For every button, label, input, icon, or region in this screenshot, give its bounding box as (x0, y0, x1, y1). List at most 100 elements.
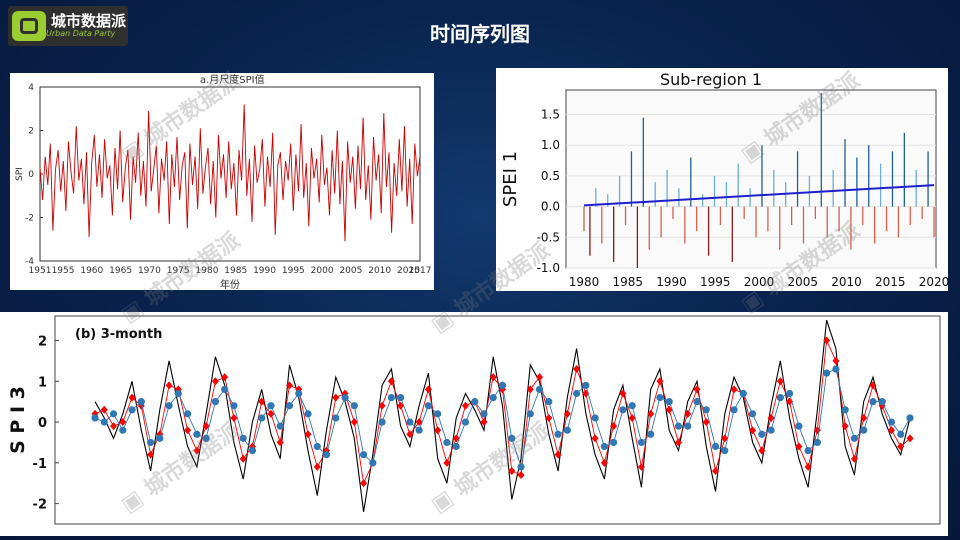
blue-circle-point (109, 410, 118, 418)
blue-circle-point (665, 398, 673, 406)
y-axis-label: S P I 3 (7, 386, 29, 454)
blue-circle-point (119, 426, 127, 434)
blue-circle-point (471, 398, 479, 406)
blue-circle-point (832, 365, 840, 373)
red-diamond-point (184, 426, 192, 435)
blue-circle-point (767, 426, 775, 434)
blue-circle-point (341, 393, 349, 402)
blue-circle-point (285, 402, 294, 410)
blue-circle-point (897, 430, 905, 438)
chart-title: Sub-region 1 (660, 70, 762, 89)
red-diamond-point (526, 385, 534, 394)
y-axis-label: SPEI 1 (500, 151, 521, 207)
blue-circle-point (350, 402, 358, 410)
y-tick-label: 4 (28, 83, 34, 93)
red-diamond-point (721, 434, 729, 443)
y-tick-label: 2 (38, 334, 47, 349)
y-axis-label: SPI (15, 167, 25, 181)
red-diamond-point (461, 401, 469, 410)
red-diamond-point (841, 422, 849, 431)
blue-circle-point (295, 389, 303, 398)
red-diamond-point (749, 426, 757, 435)
spei-subregion-chart-panel: Sub-region 1 1.5 1.0 0.5 0.0 -0.5 -1.0 1980 1985… (496, 68, 949, 291)
red-diamond-point (434, 426, 442, 435)
red-diamond-point (304, 430, 312, 439)
blue-circle-point (193, 430, 201, 438)
blue-circle-point (156, 434, 164, 442)
x-tick-label: 1985 (224, 266, 247, 276)
red-diamond-point (897, 442, 905, 451)
blue-circle-point (554, 430, 562, 438)
y-tick-label: 0.0 (541, 200, 560, 214)
blue-circle-point (461, 418, 470, 426)
red-diamond-point (128, 393, 136, 402)
blue-circle-point (137, 398, 145, 406)
y-tick-label: 0 (38, 416, 47, 431)
red-diamond-point (110, 422, 118, 431)
y-tick-label: -1 (33, 457, 47, 472)
x-tick-label: 1990 (253, 266, 276, 276)
x-tick-label: 1970 (138, 266, 161, 276)
blue-circle-point (202, 434, 210, 442)
blue-circle-point (572, 389, 581, 398)
blue-circle-point (600, 442, 608, 451)
red-diamond-point (285, 381, 293, 390)
y-tick-label: 1 (38, 375, 47, 390)
logo-subtext: Urban Data Party (46, 29, 116, 38)
red-diamond-point (906, 434, 914, 443)
blue-circle-point (850, 434, 859, 442)
red-diamond-point (332, 393, 340, 402)
blue-circle-point (91, 414, 99, 422)
red-diamond-point (776, 377, 784, 386)
x-tick-label: 1980 (569, 275, 600, 289)
spi-monthly-chart-panel: a.月尺度SPI值 4 2 0 -2 -4 1951 1955 1960 1965 1970 1975… (10, 73, 434, 291)
blue-circle-point (795, 422, 803, 430)
y-tick-label: -0.5 (537, 230, 560, 244)
blue-circle-point (758, 430, 766, 438)
red-diamond-point (665, 405, 673, 414)
red-diamond-point (397, 401, 405, 410)
x-tick-label: 2000 (311, 266, 334, 276)
chart-title: (b) 3-month (75, 327, 162, 342)
blue-circle-point (369, 459, 377, 467)
red-diamond-point (610, 422, 618, 431)
red-diamond-point (517, 471, 525, 480)
red-diamond-point (350, 418, 358, 427)
blue-circle-point (730, 406, 738, 414)
blue-circle-point (128, 406, 136, 414)
red-diamond-point (221, 373, 229, 382)
blue-circle-point (313, 442, 321, 451)
red-diamond-point (174, 385, 182, 394)
x-tick-label: 2010 (368, 266, 391, 276)
blue-circle-point (674, 422, 683, 430)
blue-circle-point (535, 385, 544, 394)
blue-circle-point (489, 393, 497, 402)
blue-circle-point (378, 418, 386, 426)
red-diamond-point (795, 442, 803, 451)
red-diamond-point (258, 397, 266, 406)
blue-circle-point (786, 389, 794, 398)
blue-circle-point (748, 410, 757, 418)
red-diamond-point (230, 413, 238, 422)
blue-circle-point (387, 393, 395, 402)
blue-circle-point (221, 385, 229, 394)
red-diamond-point (600, 458, 608, 467)
red-diamond-point (767, 413, 775, 422)
blue-circle-point (693, 398, 701, 406)
red-diamond-point (850, 454, 858, 463)
trend-line (583, 184, 935, 207)
red-diamond-point (730, 385, 738, 394)
red-diamond-point (619, 389, 627, 398)
blue-circle-point (276, 422, 284, 430)
red-diamond-point (295, 385, 303, 394)
blue-circle-point (711, 442, 720, 451)
red-diamond-point (202, 422, 210, 431)
blue-circle-point (498, 381, 507, 389)
red-diamond-point (563, 409, 571, 418)
plot-area (39, 86, 421, 262)
blue-circle-point (508, 434, 516, 442)
x-tick-label: 2005 (339, 266, 362, 276)
red-diamond-point (267, 409, 275, 418)
red-diamond-point (443, 458, 451, 467)
